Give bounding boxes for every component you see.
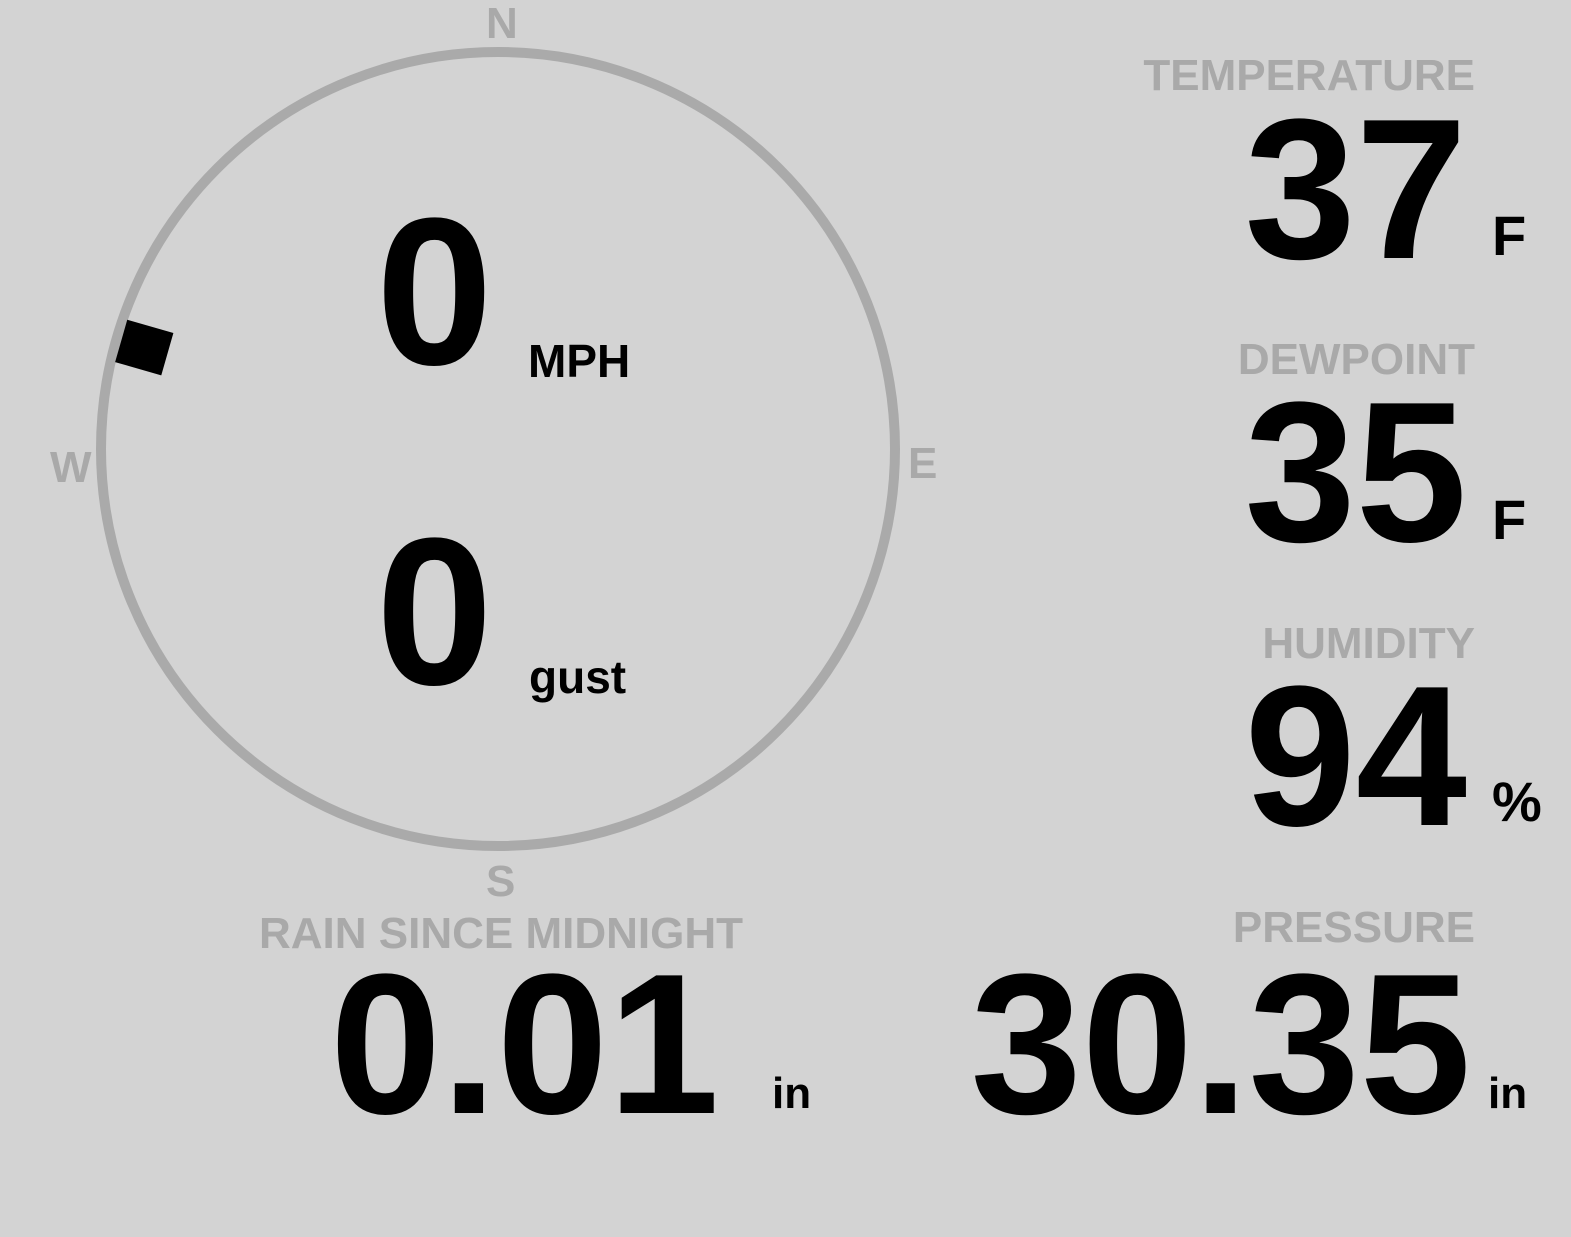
- dewpoint-label: DEWPOINT: [1237, 335, 1475, 384]
- compass-ring: [96, 47, 900, 851]
- wind-compass: [96, 47, 900, 851]
- dewpoint-value: 35: [1244, 361, 1467, 584]
- pressure-unit: in: [1488, 1069, 1528, 1118]
- wind-gust-unit: gust: [529, 651, 627, 703]
- wind-direction-marker: [115, 319, 174, 376]
- humidity-value: 94: [1244, 645, 1467, 868]
- pressure-card: PRESSURE: [1233, 906, 1475, 950]
- pressure-label: PRESSURE: [1232, 903, 1475, 952]
- temperature-label: TEMPERATURE: [1143, 51, 1475, 100]
- rain-unit: in: [772, 1069, 812, 1118]
- rain-value: 0.01: [330, 933, 720, 1156]
- compass-south-label: S: [486, 857, 516, 906]
- wind-speed-value: 0: [376, 174, 493, 409]
- dewpoint-card: DEWPOINT: [1238, 338, 1475, 382]
- rain-label: RAIN SINCE MIDNIGHT: [259, 909, 743, 958]
- compass-east-label: E: [908, 439, 938, 488]
- temperature-card: TEMPERATURE: [1143, 54, 1475, 98]
- humidity-label: HUMIDITY: [1262, 619, 1475, 668]
- compass-north-label: N: [486, 0, 518, 48]
- pressure-value: 30.35: [970, 933, 1472, 1156]
- wind-gust-value: 0: [376, 494, 493, 729]
- wind-speed-unit: MPH: [528, 335, 631, 387]
- humidity-card: HUMIDITY: [1262, 622, 1475, 666]
- compass-west-label: W: [50, 443, 92, 492]
- humidity-unit: %: [1492, 770, 1542, 833]
- temperature-unit: F: [1492, 204, 1527, 267]
- temperature-value: 37: [1244, 78, 1467, 301]
- dewpoint-unit: F: [1492, 488, 1527, 551]
